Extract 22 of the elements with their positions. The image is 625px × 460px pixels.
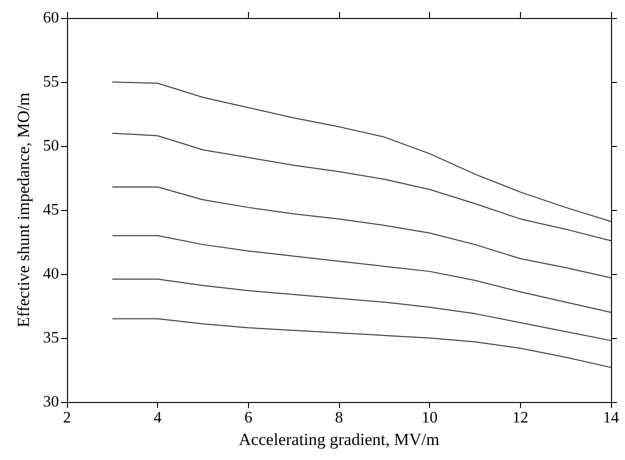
x-axis-title: Accelerating gradient, MV/m: [238, 430, 440, 449]
x-tick-label: 14: [603, 410, 619, 426]
line-series: [112, 132, 612, 242]
y-tick-label: 55: [43, 74, 59, 90]
y-tick-label: 40: [43, 266, 59, 282]
y-axis-title: Effective shunt impedance, MO/m: [14, 92, 34, 328]
line-series: [112, 82, 612, 222]
x-tick-label: 2: [63, 410, 71, 426]
y-tick-label: 35: [43, 330, 59, 346]
y-tick-label: 50: [43, 138, 59, 154]
y-tick-label: 30: [43, 394, 59, 410]
x-tick-label: 10: [422, 410, 438, 426]
line-series: [112, 278, 612, 342]
line-series: [112, 235, 612, 313]
line-series: [112, 318, 612, 368]
x-tick-label: 6: [244, 410, 252, 426]
y-tick-label: 60: [43, 10, 59, 26]
x-tick-label: 4: [154, 410, 162, 426]
line-series: [112, 186, 612, 278]
y-tick-label: 45: [43, 202, 59, 218]
x-tick-label: 8: [335, 410, 343, 426]
x-tick-label: 12: [512, 410, 528, 426]
